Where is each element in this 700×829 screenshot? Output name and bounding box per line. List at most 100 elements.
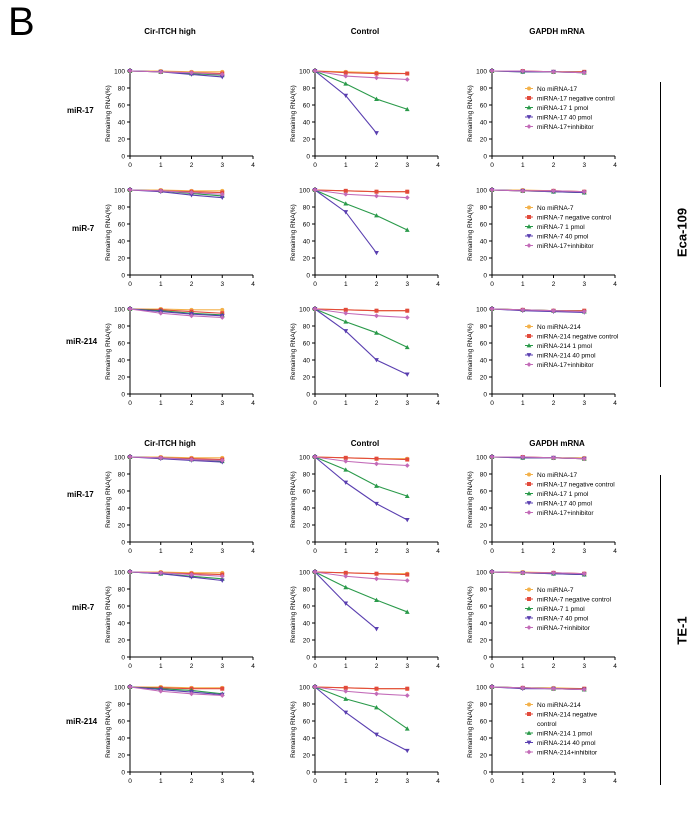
series-line-g0-r1-c1-s3 <box>314 189 377 254</box>
row-label-mir-214-group1: miR-214 <box>66 337 98 346</box>
y-tick-label-g0-r1-c1: 100 <box>299 188 310 195</box>
y-tick-label-g0-r2-c0: 80 <box>118 324 126 331</box>
x-tick-label-g0-r2-c1: 1 <box>344 400 348 407</box>
y-tick-label-g0-r2-c0: 100 <box>114 307 125 314</box>
legend-marker-g0-r1-c2-1 <box>527 215 531 219</box>
legend-marker-g0-r0-c2-4 <box>526 124 532 129</box>
legend-marker-g1-r0-c2-1 <box>527 482 531 486</box>
y-tick-label-g1-r0-c1: 40 <box>303 506 311 513</box>
series-line-g0-r2-c1-s3 <box>314 308 408 375</box>
series-line-g0-r1-c1-s2 <box>314 189 408 231</box>
y-tick-label-g1-r0-c0: 20 <box>118 523 126 530</box>
x-tick-label-g0-r1-c1: 2 <box>375 281 379 288</box>
y-tick-label-g1-r2-c2: 0 <box>483 770 487 777</box>
legend-marker-g0-r2-c2-0 <box>527 324 531 329</box>
series-line-g0-r0-c1-s4 <box>314 70 408 81</box>
y-tick-label-g0-r2-c2: 60 <box>480 341 488 348</box>
x-tick-label-g0-r0-c2: 1 <box>521 162 525 169</box>
column-title-control-group1: Control <box>350 27 380 36</box>
y-tick-label-g0-r1-c1: 80 <box>303 205 311 212</box>
x-tick-label-g1-r1-c1: 3 <box>405 663 409 670</box>
x-tick-label-g1-r2-c0: 3 <box>220 778 224 785</box>
x-tick-label-g0-r0-c0: 1 <box>159 162 163 169</box>
x-tick-label-g1-r0-c2: 1 <box>521 548 525 555</box>
data-point-g0-r1-c1-s4 <box>404 195 410 201</box>
y-tick-label-g0-r1-c0: 0 <box>121 273 125 280</box>
y-tick-label-g0-r0-c0: 0 <box>121 154 125 161</box>
data-point-g1-r1-c1-s2 <box>374 597 379 602</box>
y-tick-label-g1-r2-c1: 20 <box>303 753 311 760</box>
x-tick-label-g1-r2-c1: 0 <box>313 778 317 785</box>
y-tick-label-g1-r0-c1: 100 <box>299 455 310 462</box>
y-tick-label-g1-r1-c1: 80 <box>303 587 311 594</box>
x-tick-label-g0-r1-c1: 0 <box>313 281 317 288</box>
y-tick-label-g1-r1-c2: 40 <box>480 621 488 628</box>
y-tick-label-g0-r2-c1: 100 <box>299 307 310 314</box>
y-tick-label-g0-r0-c0: 80 <box>118 86 126 93</box>
data-point-g1-r1-c1-s4 <box>312 569 318 575</box>
y-tick-label-g1-r2-c0: 60 <box>118 719 126 726</box>
y-tick-label-g1-r0-c2: 80 <box>480 472 488 479</box>
y-tick-label-g0-r0-c0: 100 <box>114 69 125 76</box>
series-line-g0-r2-c1-s1 <box>314 308 408 312</box>
y-tick-label-g1-r1-c0: 40 <box>118 621 126 628</box>
legend-marker-g1-r0-c2-3 <box>526 501 532 506</box>
x-tick-label-g0-r2-c2: 4 <box>613 400 617 407</box>
y-axis-label-g1-r0-c1: Remaining RNA(%) <box>290 471 297 528</box>
x-tick-label-g1-r0-c1: 0 <box>313 548 317 555</box>
y-tick-label-g0-r2-c1: 40 <box>303 358 311 365</box>
y-axis-label-g1-r0-c2: Remaining RNA(%) <box>467 471 474 528</box>
x-tick-label-g1-r2-c2: 4 <box>613 778 617 785</box>
series-line-g1-r1-c0-s4 <box>129 571 223 577</box>
data-point-g0-r1-c1-s2 <box>343 201 349 206</box>
data-point-g1-r0-c0-s4 <box>189 457 194 462</box>
series-line-g1-r0-c2-s4 <box>492 456 585 460</box>
y-tick-label-g1-r2-c2: 80 <box>480 702 488 709</box>
x-tick-label-g1-r2-c2: 3 <box>582 778 586 785</box>
data-point-g0-r2-c2-s4 <box>551 308 556 314</box>
series-line-g0-r2-c0-s4 <box>129 308 223 319</box>
legend-label-g1-r2-c2-3: miRNA-214 1 pmol <box>537 731 592 738</box>
x-tick-label-g0-r1-c0: 2 <box>190 281 194 288</box>
data-point-g0-r1-c0-s4 <box>189 190 194 195</box>
y-tick-label-g0-r0-c1: 100 <box>299 69 310 76</box>
data-point-g1-r1-c1-s3 <box>343 601 349 606</box>
y-tick-label-g1-r0-c0: 40 <box>118 506 126 513</box>
y-tick-label-g1-r0-c0: 100 <box>114 455 125 462</box>
data-point-g1-r1-c0-s4 <box>189 572 194 577</box>
legend-marker-g1-r0-c2-2 <box>526 491 532 496</box>
series-line-g1-r1-c2-s4 <box>491 571 585 575</box>
data-point-g0-r2-c0-s4 <box>158 310 164 316</box>
series-line-g1-r2-c1-s1 <box>314 686 408 690</box>
data-point-g0-r0-c1-s1 <box>374 71 379 76</box>
y-tick-label-g1-r2-c2: 60 <box>480 719 488 726</box>
y-tick-label-g0-r2-c1: 80 <box>303 324 311 331</box>
y-axis-label-g1-r0-c0: Remaining RNA(%) <box>105 471 112 528</box>
x-tick-label-g0-r0-c0: 4 <box>251 162 255 169</box>
data-point-g1-r0-c1-s2 <box>343 467 349 472</box>
x-tick-label-g1-r1-c0: 2 <box>190 663 194 670</box>
data-point-g0-r2-c1-s2 <box>343 319 349 324</box>
y-tick-label-g1-r2-c1: 80 <box>303 702 311 709</box>
x-tick-label-g0-r2-c2: 0 <box>490 400 494 407</box>
x-tick-label-g0-r2-c1: 4 <box>436 400 440 407</box>
x-tick-label-g1-r2-c1: 2 <box>375 778 379 785</box>
data-point-g0-r1-c1-s3 <box>343 210 349 215</box>
y-tick-label-g0-r0-c2: 0 <box>483 154 487 161</box>
data-point-g0-r0-c2-s4 <box>520 68 526 74</box>
data-point-g0-r1-c0-s3 <box>219 195 225 201</box>
x-tick-label-g1-r1-c0: 4 <box>251 663 255 670</box>
x-tick-label-g1-r2-c1: 4 <box>436 778 440 785</box>
series-line-g0-r2-c1-s2 <box>314 308 408 348</box>
x-tick-label-g0-r1-c1: 4 <box>436 281 440 288</box>
data-point-g0-r1-c1-s1 <box>405 189 410 194</box>
series-line-g0-r0-c1-s3 <box>314 70 377 134</box>
data-point-g1-r0-c2-s4 <box>581 456 587 462</box>
y-tick-label-g1-r2-c0: 80 <box>118 702 126 709</box>
legend-marker-g0-r1-c2-4 <box>526 243 532 248</box>
x-tick-label-g0-r2-c0: 1 <box>159 400 163 407</box>
data-point-g0-r1-c2-s4 <box>520 188 526 194</box>
y-tick-label-g0-r1-c1: 20 <box>303 256 311 263</box>
series-line-g0-r2-c0-s3 <box>129 308 223 317</box>
group-bracket-te-1 <box>660 475 661 785</box>
